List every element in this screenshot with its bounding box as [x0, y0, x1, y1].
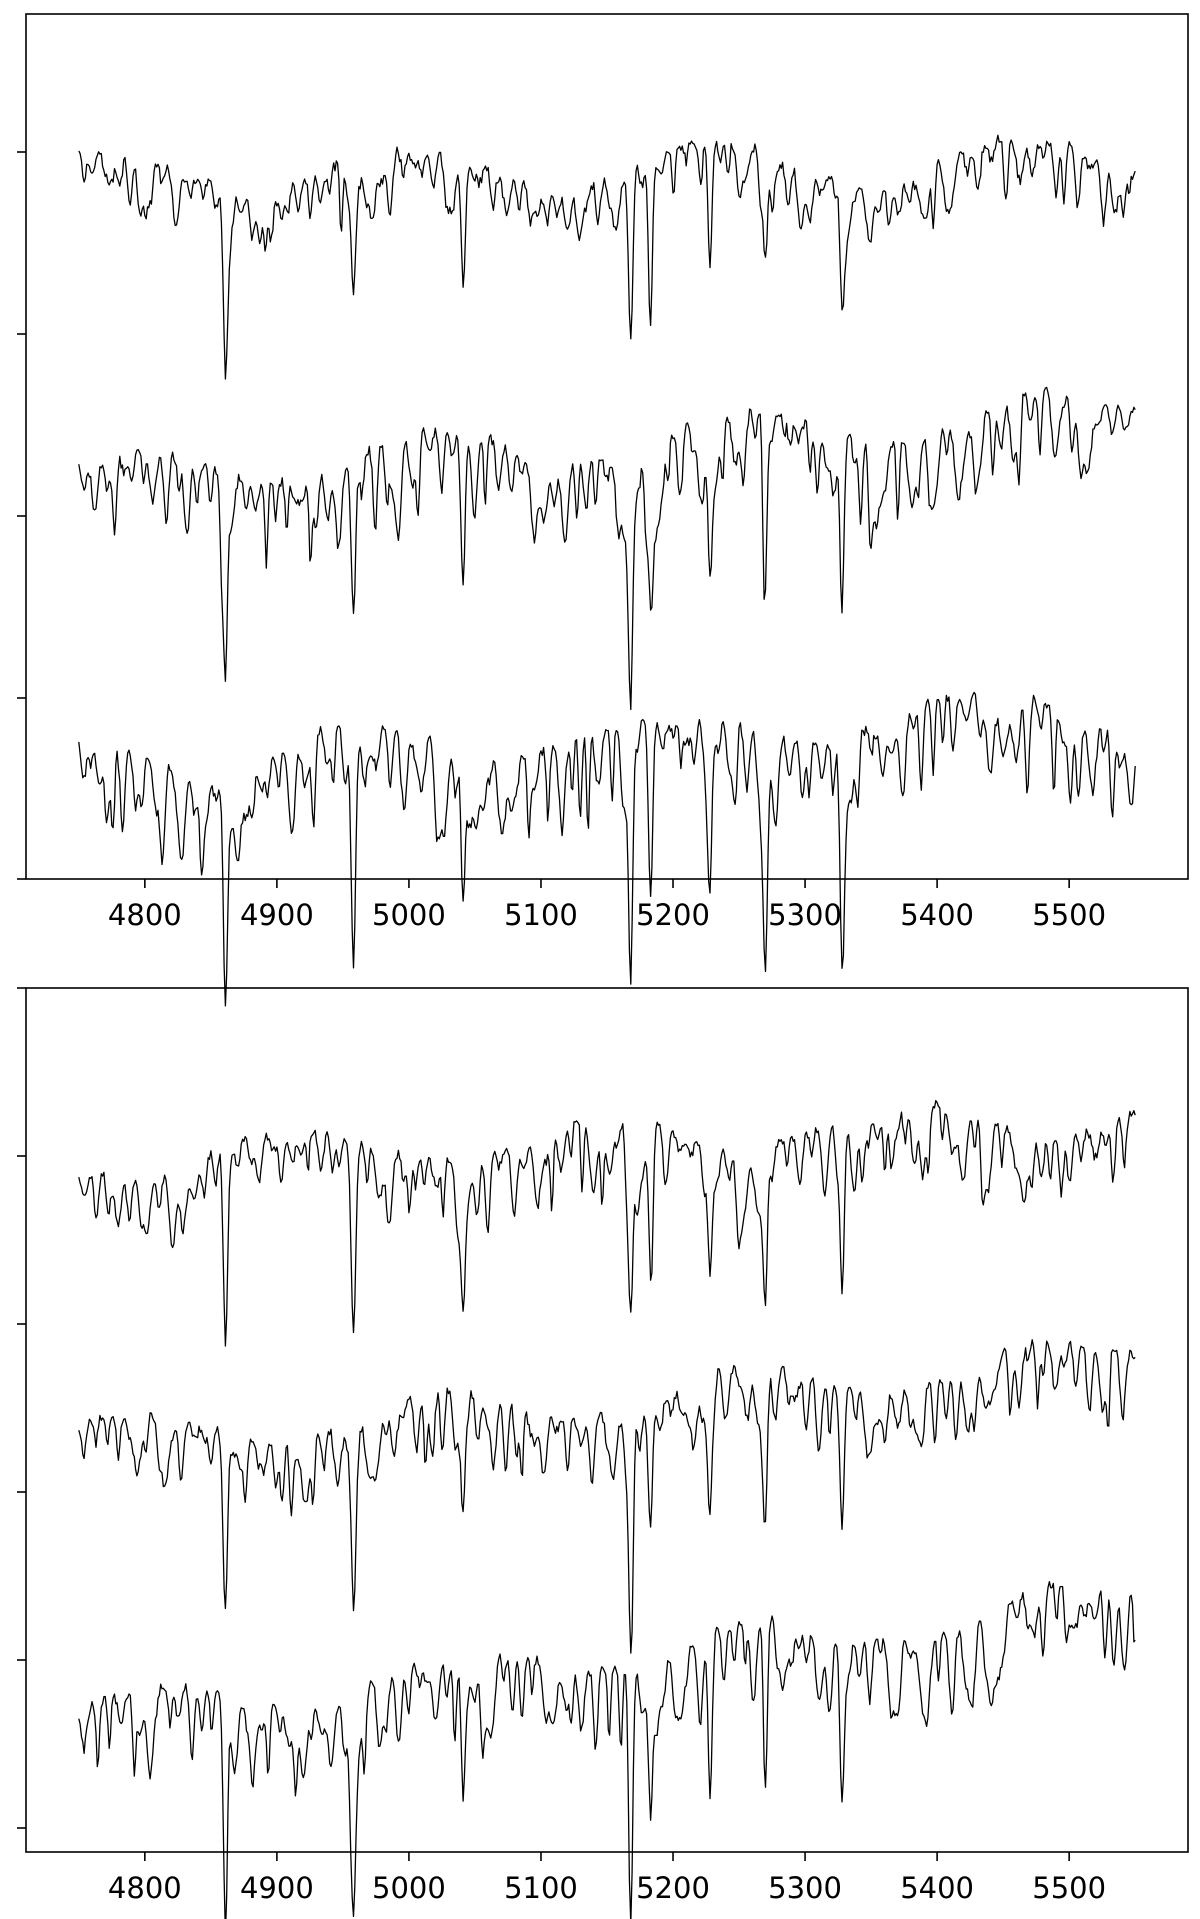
x-tick-label: 5000: [372, 1871, 446, 1905]
x-tick-label: 5000: [372, 898, 446, 932]
x-tick-label: 5100: [504, 898, 578, 932]
x-tick-label: 5200: [636, 1871, 710, 1905]
x-tick-label: 4800: [108, 1871, 182, 1905]
x-tick-label: 5500: [1032, 1871, 1106, 1905]
x-tick-label: 4900: [240, 898, 314, 932]
spectrum-line-1: [78, 134, 1136, 380]
top-panel: 4800 4900 5000 5100 5200 5300 5400 5500: [17, 13, 1189, 1007]
spectrum-line-3: [78, 691, 1136, 1007]
x-tick-label: 5300: [768, 898, 842, 932]
plot-frame: [25, 13, 1189, 880]
spectrum-line-1: [78, 1099, 1136, 1347]
x-tick-label: 5300: [768, 1871, 842, 1905]
x-tick-label: 5100: [504, 1871, 578, 1905]
spectrum-line-2: [78, 386, 1136, 711]
spectrum-line-2: [78, 1339, 1136, 1654]
x-tick-label: 4900: [240, 1871, 314, 1905]
x-tick-label: 5400: [900, 898, 974, 932]
x-tick-label: 5400: [900, 1871, 974, 1905]
x-tick-label: 4800: [108, 898, 182, 932]
x-tick-label: 5200: [636, 898, 710, 932]
bottom-panel: 4800 4900 5000 5100 5200 5300 5400 5500: [17, 987, 1189, 1919]
plot-frame: [25, 987, 1189, 1853]
x-tick-label: 5500: [1032, 898, 1106, 932]
spectrum-line-3: [78, 1581, 1136, 1919]
